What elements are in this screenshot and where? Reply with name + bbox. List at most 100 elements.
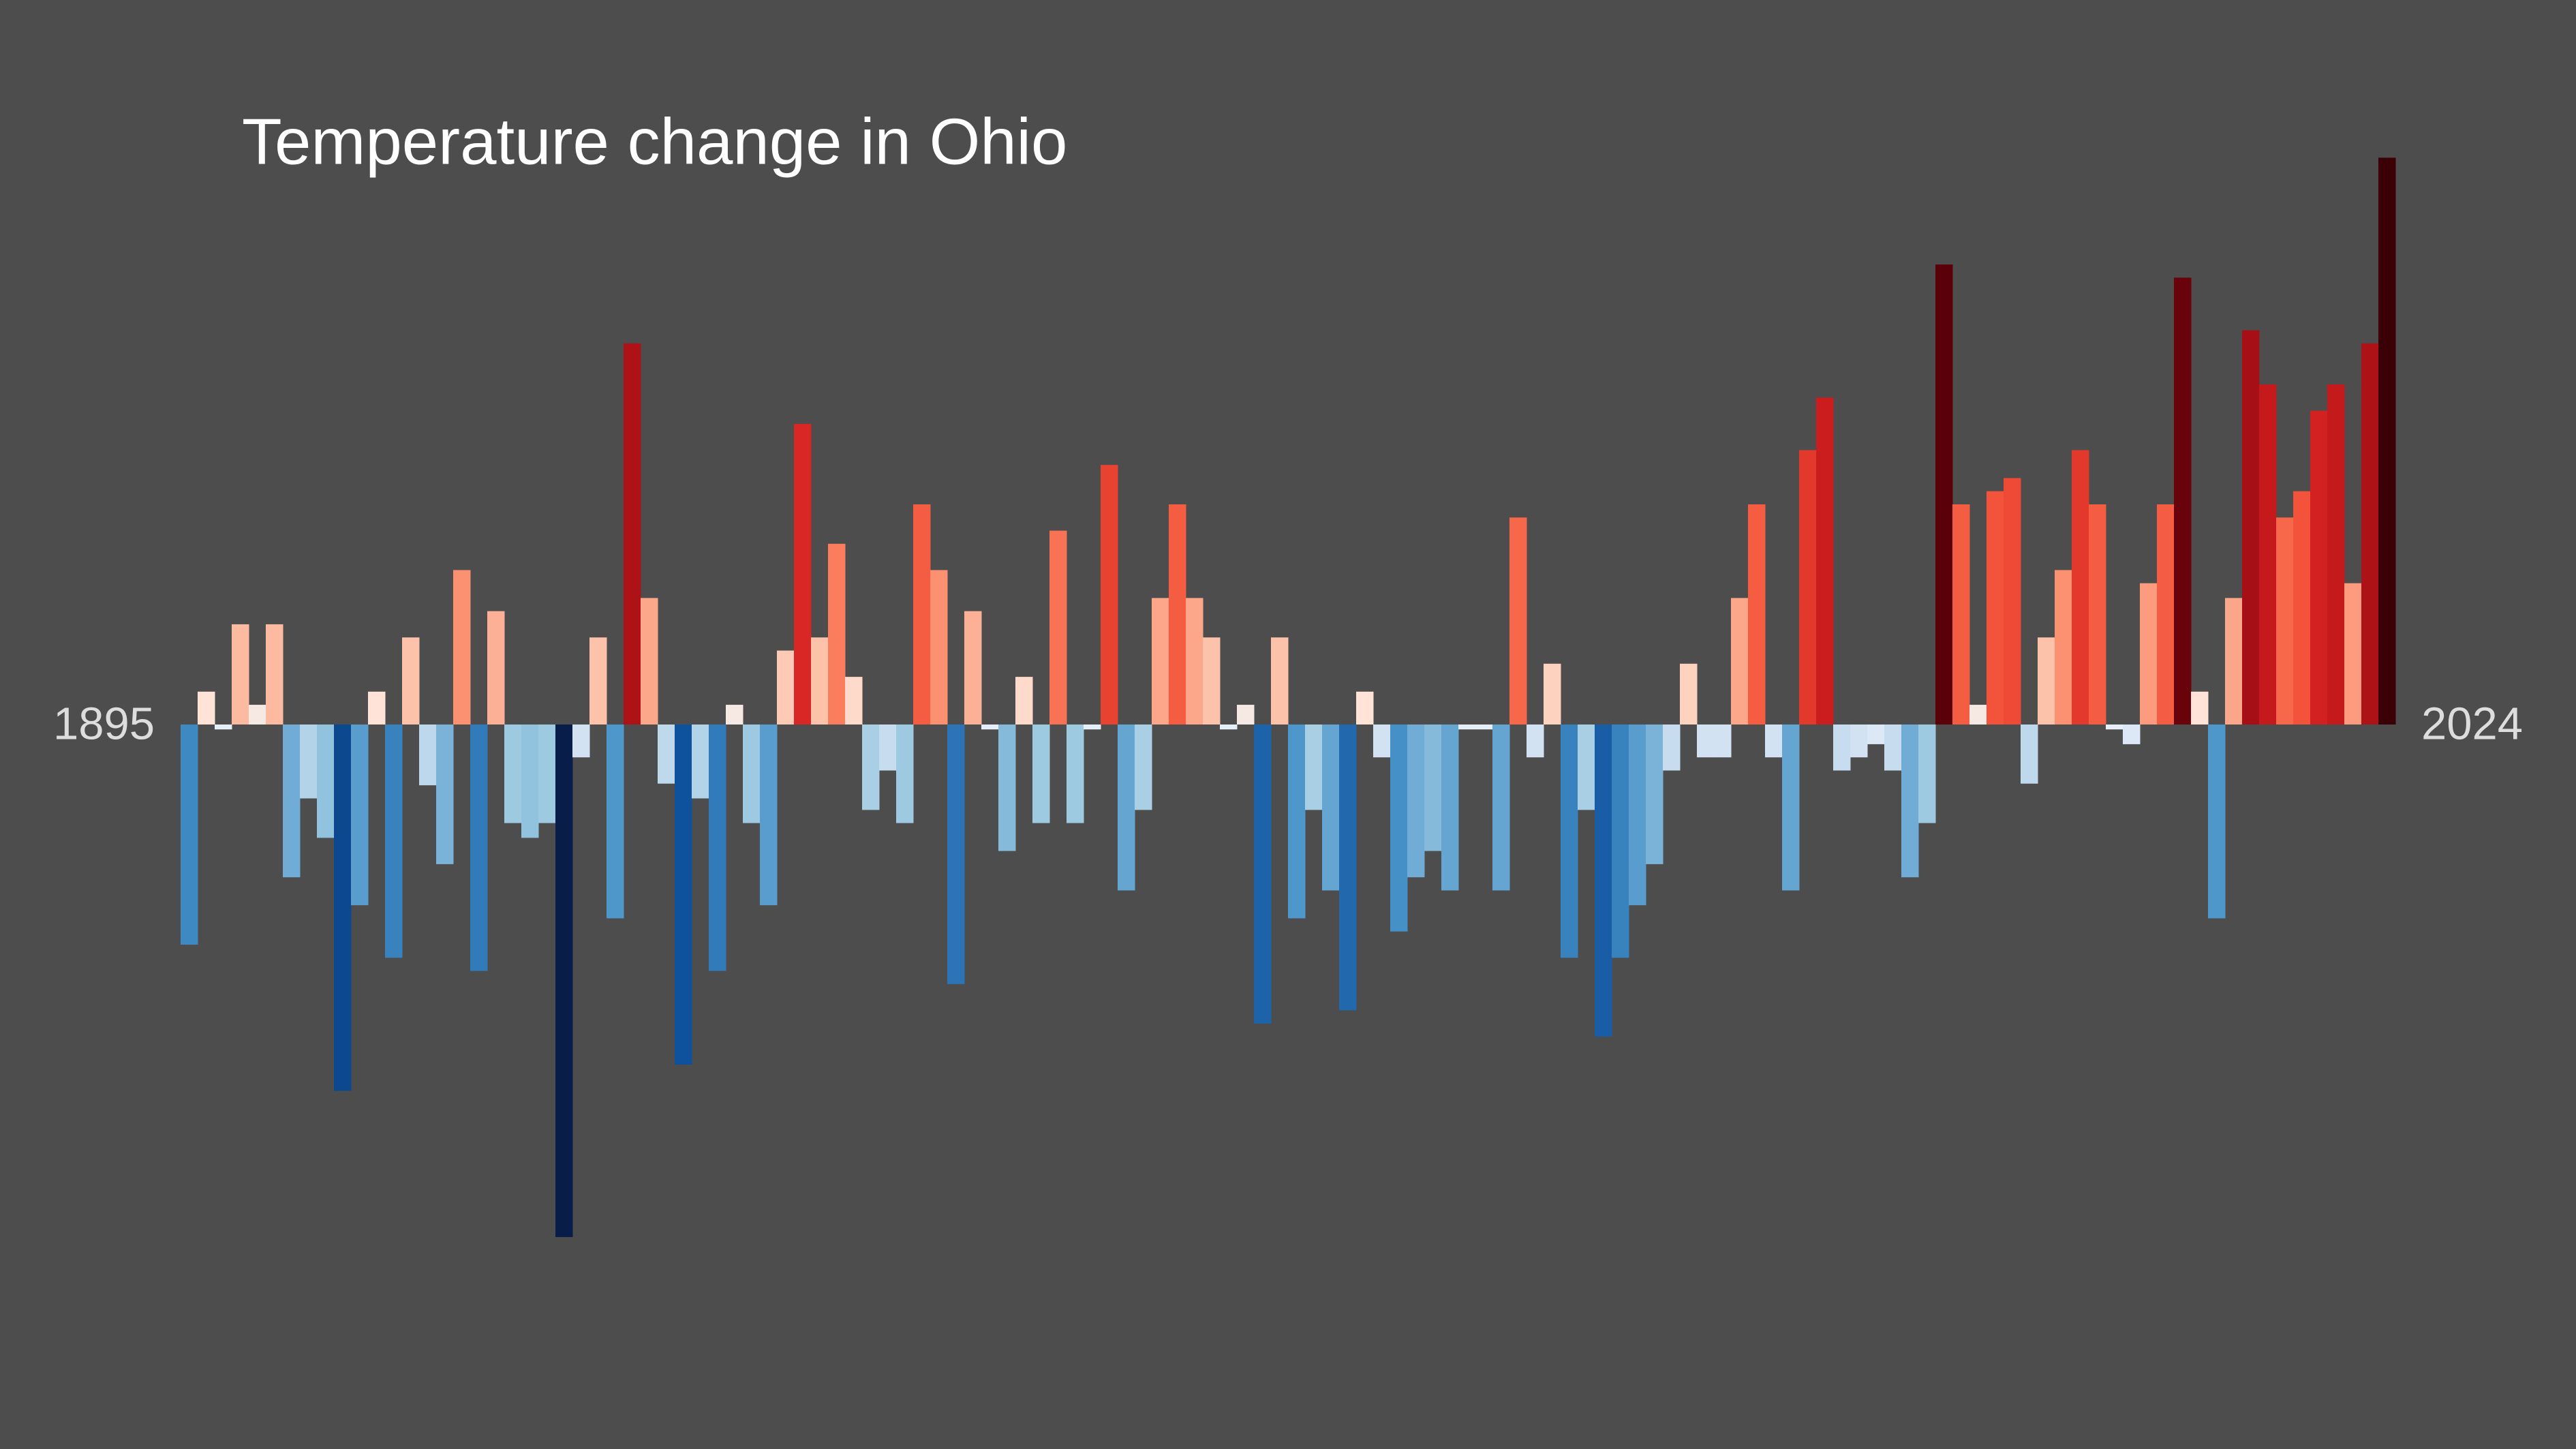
bar xyxy=(317,724,335,838)
bar xyxy=(964,611,982,724)
bar xyxy=(1697,724,1715,758)
bar xyxy=(1203,637,1221,724)
bar xyxy=(1527,724,1544,758)
bar xyxy=(1748,504,1766,724)
bar xyxy=(283,724,301,878)
bar xyxy=(1544,663,1561,724)
bar xyxy=(2310,410,2328,724)
bar xyxy=(1935,264,1953,725)
bar xyxy=(1084,724,1101,730)
bar xyxy=(351,724,369,906)
bar xyxy=(453,570,471,724)
bar xyxy=(896,724,914,823)
bar xyxy=(368,691,386,724)
bar xyxy=(1186,598,1203,724)
bar xyxy=(1237,705,1255,724)
bar xyxy=(1049,530,1067,724)
bar xyxy=(1441,724,1459,891)
bar xyxy=(794,423,812,724)
bar xyxy=(1288,724,1306,919)
bar xyxy=(1424,724,1442,851)
bar xyxy=(641,598,658,724)
bar xyxy=(607,724,624,919)
bar xyxy=(1884,724,1902,771)
bar xyxy=(198,691,215,724)
bar xyxy=(1833,724,1851,771)
bar xyxy=(555,724,573,1238)
bar xyxy=(1578,724,1595,810)
bar xyxy=(402,637,420,724)
bar xyxy=(1032,724,1050,823)
bar xyxy=(1595,724,1612,1037)
bar xyxy=(2191,691,2209,724)
bar xyxy=(487,611,505,724)
bar xyxy=(1101,465,1118,724)
bar xyxy=(2055,570,2072,724)
bar xyxy=(1407,724,1425,878)
bar xyxy=(1680,663,1698,724)
bar xyxy=(981,724,999,730)
bar xyxy=(709,724,726,971)
bar xyxy=(470,724,488,971)
bar xyxy=(2378,157,2396,724)
bar xyxy=(1356,691,1374,724)
bar xyxy=(947,724,965,984)
bar xyxy=(2225,598,2243,724)
bar xyxy=(2344,583,2362,724)
bar xyxy=(1969,705,1987,724)
bar xyxy=(2038,637,2055,724)
bar xyxy=(2259,384,2277,724)
bar xyxy=(1254,724,1272,1024)
bar xyxy=(743,724,761,823)
bar xyxy=(1816,397,1834,724)
bar xyxy=(1220,724,1238,730)
bar xyxy=(521,724,539,838)
bar xyxy=(777,650,795,724)
bar xyxy=(538,724,556,823)
bar xyxy=(1663,724,1681,771)
bar xyxy=(1901,724,1919,878)
bar xyxy=(828,543,846,724)
bar xyxy=(879,724,897,771)
bar xyxy=(1067,724,1084,823)
bar xyxy=(1918,724,1936,823)
bar xyxy=(2072,450,2089,724)
bar xyxy=(1867,724,1885,744)
bar xyxy=(1390,724,1408,932)
bar xyxy=(1373,724,1391,758)
bar xyxy=(2123,724,2141,744)
bar xyxy=(2242,330,2260,725)
bar xyxy=(1135,724,1152,810)
bar xyxy=(2106,724,2123,730)
bar xyxy=(1714,724,1732,758)
bar xyxy=(1458,724,1476,730)
bar xyxy=(2327,384,2345,724)
bar xyxy=(232,624,249,724)
bar xyxy=(845,677,863,724)
bar xyxy=(624,343,641,725)
bar xyxy=(1612,724,1629,958)
bar xyxy=(249,705,266,724)
bar xyxy=(181,724,198,945)
bar xyxy=(658,724,675,784)
bar xyxy=(1765,724,1783,758)
bar xyxy=(2174,277,2192,725)
bar xyxy=(811,637,829,724)
bar xyxy=(215,724,232,730)
bar xyxy=(1118,724,1135,891)
bar xyxy=(2293,491,2311,724)
bar xyxy=(1509,517,1527,724)
bar xyxy=(1561,724,1578,958)
bar xyxy=(1475,724,1493,730)
bar xyxy=(1799,450,1817,724)
bar xyxy=(1152,598,1169,724)
bar xyxy=(1731,598,1749,724)
bar xyxy=(589,637,607,724)
bar xyxy=(2140,583,2158,724)
bar xyxy=(1850,724,1868,758)
bar xyxy=(1271,637,1289,724)
bar xyxy=(2361,343,2379,725)
bar xyxy=(1305,724,1323,810)
bar xyxy=(572,724,590,758)
